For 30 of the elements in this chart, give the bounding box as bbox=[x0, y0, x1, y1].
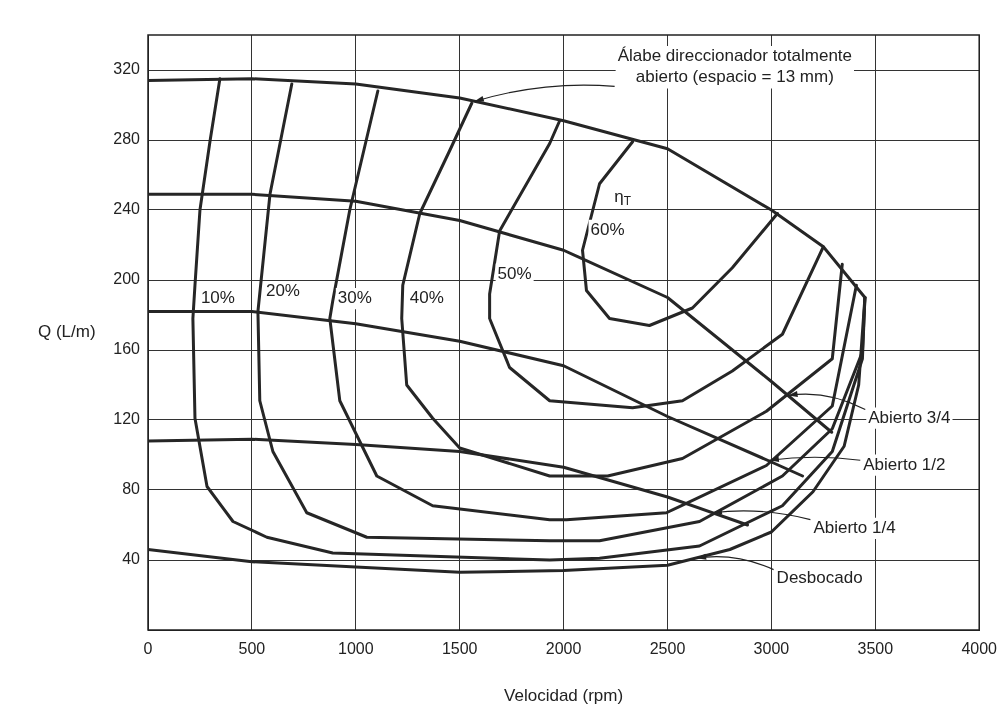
series-label: 10% bbox=[200, 288, 235, 308]
y-axis-title: Q (L/m) bbox=[38, 322, 96, 342]
y-tick-label: 280 bbox=[113, 130, 141, 148]
x-tick-label: 2000 bbox=[545, 640, 582, 658]
y-tick-label: 80 bbox=[122, 480, 141, 498]
annotation: Álabe direccionador totalmente abierto (espacio = 13 mm) bbox=[617, 46, 853, 87]
y-tick-label: 120 bbox=[113, 410, 141, 428]
x-tick-label: 1000 bbox=[338, 640, 374, 658]
y-tick-label: 160 bbox=[113, 340, 141, 358]
x-tick-label: 4000 bbox=[961, 640, 998, 658]
annotation: Abierto 3/4 bbox=[868, 407, 951, 427]
y-tick-label: 200 bbox=[113, 270, 141, 288]
series-label: 30% bbox=[337, 288, 372, 308]
annotation: Abierto 1/4 bbox=[813, 517, 896, 537]
y-tick-label: 40 bbox=[122, 550, 141, 568]
series-label: 50% bbox=[497, 263, 532, 283]
x-tick-label: 1500 bbox=[441, 640, 478, 658]
series-label: 20% bbox=[265, 281, 300, 301]
series-label: 40% bbox=[409, 288, 444, 308]
x-tick-label: 2500 bbox=[649, 640, 686, 658]
series-label: 60% bbox=[590, 219, 625, 239]
y-tick-label: 240 bbox=[113, 200, 141, 218]
x-axis-title: Velocidad (rpm) bbox=[504, 686, 624, 706]
y-tick-label: 320 bbox=[113, 60, 141, 78]
x-tick-label: 500 bbox=[238, 640, 266, 658]
annotation: Desbocado bbox=[776, 567, 863, 587]
x-tick-label: 3000 bbox=[753, 640, 790, 658]
annotation: Abierto 1/2 bbox=[863, 454, 946, 474]
x-tick-label: 3500 bbox=[857, 640, 894, 658]
x-tick-label: 0 bbox=[143, 640, 153, 658]
